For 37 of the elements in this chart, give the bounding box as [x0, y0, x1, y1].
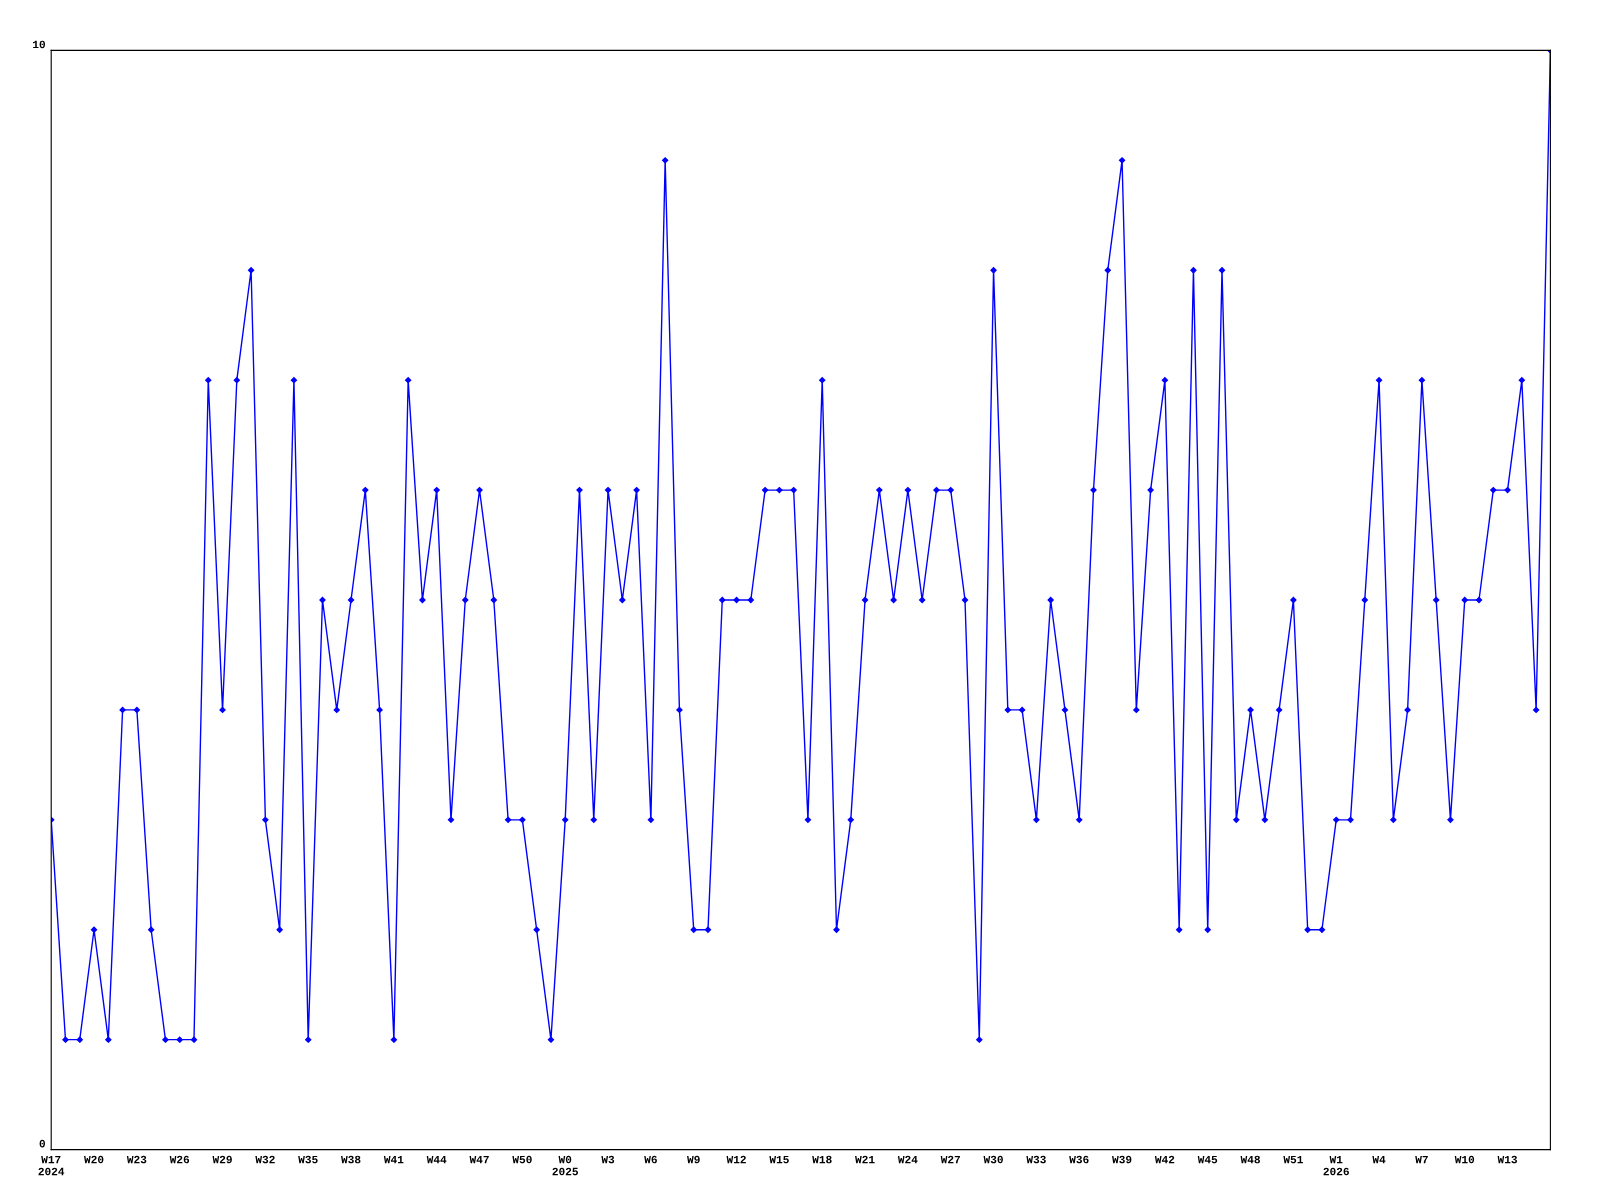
y-tick-label: 10 — [33, 40, 45, 49]
x-tick-label: W26 — [169, 1155, 190, 1164]
x-tick-label: W20 — [84, 1155, 104, 1164]
x-tick-label: W1 2026 — [1323, 1155, 1349, 1176]
x-tick-label: W47 — [469, 1155, 489, 1164]
x-tick-label: W4 — [1372, 1155, 1386, 1164]
x-tick-label: W33 — [1026, 1155, 1046, 1164]
x-tick-label: W9 — [687, 1155, 700, 1164]
x-tick-label: W50 — [512, 1155, 532, 1164]
x-tick-label: W0 2025 — [552, 1155, 578, 1176]
x-tick-label: W48 — [1240, 1155, 1260, 1164]
x-tick-label: W45 — [1197, 1155, 1218, 1164]
x-tick-label: W3 — [601, 1155, 615, 1164]
x-tick-label: W15 — [769, 1155, 789, 1164]
x-tick-label: W42 — [1154, 1155, 1175, 1164]
x-tick-label: W10 — [1454, 1155, 1475, 1164]
y-tick-label: 0 — [39, 1139, 45, 1148]
x-tick-label: W38 — [341, 1155, 361, 1164]
x-tick-label: W35 — [298, 1155, 318, 1164]
x-tick-label: W13 — [1497, 1155, 1517, 1164]
x-tick-label: W36 — [1069, 1155, 1089, 1164]
x-tick-label: W12 — [726, 1155, 746, 1164]
x-tick-label: W6 — [644, 1155, 657, 1164]
x-tick-label: W51 — [1283, 1155, 1303, 1164]
x-tick-label: W29 — [212, 1155, 232, 1164]
x-tick-label: W44 — [426, 1155, 447, 1164]
x-tick-label: W27 — [940, 1155, 960, 1164]
x-tick-label: W18 — [812, 1155, 832, 1164]
x-tick-label: W41 — [383, 1155, 404, 1164]
x-tick-label: W24 — [897, 1155, 918, 1164]
x-tick-label: W7 — [1415, 1155, 1428, 1164]
x-tick-label: W21 — [855, 1155, 875, 1164]
x-tick-label: W39 — [1112, 1155, 1132, 1164]
x-tick-label: W32 — [255, 1155, 275, 1164]
x-tick-label: W30 — [983, 1155, 1003, 1164]
x-tick-label: W17 2024 — [38, 1155, 65, 1176]
x-tick-label: W23 — [126, 1155, 147, 1164]
